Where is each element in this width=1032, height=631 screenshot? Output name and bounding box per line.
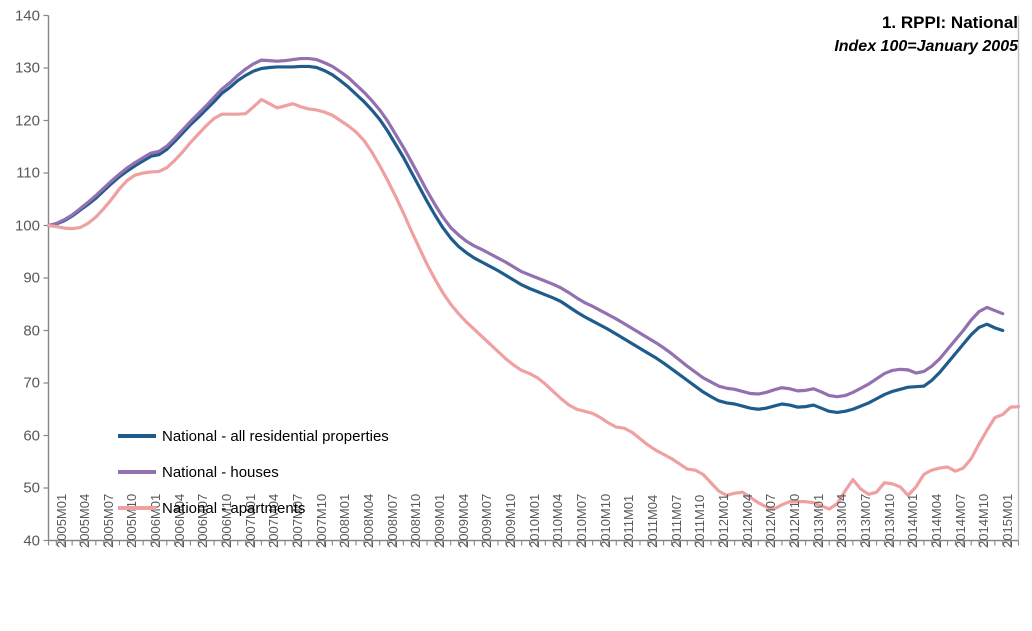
x-axis-tick-label: 2011M10 — [692, 494, 708, 548]
x-axis-tick-label: 2013M01 — [810, 493, 826, 548]
x-axis-tick-label: 2014M01 — [905, 493, 921, 548]
x-axis-tick-label: 2010M01 — [526, 493, 542, 548]
x-axis-tick-label: 2010M07 — [573, 493, 589, 548]
legend-item-label: National - apartments — [162, 499, 306, 517]
series-line-0 — [46, 64, 1005, 414]
y-axis-tick-label: 110 — [16, 164, 40, 182]
series-line-2 — [46, 97, 1021, 511]
x-axis-tick-label: 2009M01 — [432, 493, 448, 548]
y-axis-tick-label: 90 — [23, 269, 40, 287]
y-axis-tick-label: 100 — [14, 217, 40, 234]
x-axis-tick-label: 2014M10 — [976, 493, 992, 548]
x-axis-tick-label: 2013M07 — [857, 493, 873, 548]
x-axis-tick-label: 2014M07 — [952, 493, 968, 548]
y-axis-tick-label: 140 — [14, 7, 40, 24]
x-axis-tick-label: 2010M04 — [550, 493, 566, 548]
legend-item: National - houses — [118, 454, 389, 490]
y-axis-tick-label: 40 — [23, 532, 40, 549]
x-axis-tick-label: 2012M10 — [786, 493, 802, 548]
legend-item-label: National - houses — [162, 463, 279, 481]
x-axis-tick-label: 2009M07 — [479, 493, 495, 548]
legend-color-swatch — [118, 470, 156, 474]
x-axis-tick-label: 2013M10 — [881, 493, 897, 548]
x-axis-tick-label: 2008M10 — [408, 493, 424, 548]
y-axis-tick-label: 130 — [14, 59, 40, 77]
x-axis-tick-label: 2012M04 — [739, 493, 755, 548]
x-axis-tick-label: 2009M10 — [503, 493, 518, 548]
x-axis-tick-label: 2005M07 — [100, 493, 116, 548]
x-axis-tick-label: 2011M07 — [668, 494, 684, 548]
x-axis-tick-label: 2014M04 — [928, 493, 944, 548]
x-axis-tick-label: 2005M04 — [77, 493, 93, 548]
y-axis-tick-label: 50 — [23, 479, 40, 497]
y-axis-tick-label: 80 — [23, 322, 40, 339]
x-axis-tick-label: 2012M01 — [715, 493, 731, 548]
legend-color-swatch — [118, 506, 156, 510]
x-axis-tick-label: 2005M01 — [53, 493, 69, 548]
legend-item-label: National - all residential properties — [162, 427, 389, 445]
x-axis-tick-label: 2010M10 — [597, 493, 613, 548]
y-axis-tick-label: 60 — [23, 427, 40, 444]
legend-color-swatch — [118, 434, 156, 438]
x-axis-tick-label: 2011M04 — [644, 494, 660, 548]
x-axis-tick-label: 2015M01 — [999, 493, 1015, 548]
x-axis-tick-label: 2011M01 — [621, 494, 637, 548]
y-axis-tick-label: 120 — [14, 112, 40, 129]
x-axis-tick-label: 2009M04 — [455, 493, 471, 548]
data-series-lines — [46, 56, 1021, 511]
chart-legend: National - all residential properties Nat… — [118, 418, 389, 526]
axis-ticks — [43, 14, 1020, 546]
y-axis-tick-label: 70 — [23, 374, 40, 392]
x-axis-tick-label: 2012M07 — [763, 493, 779, 548]
x-axis-tick-label: 2013M04 — [834, 493, 850, 548]
series-line-1 — [46, 56, 1005, 399]
legend-item: National - all residential properties — [118, 418, 389, 454]
legend-item: National - apartments — [118, 490, 389, 526]
